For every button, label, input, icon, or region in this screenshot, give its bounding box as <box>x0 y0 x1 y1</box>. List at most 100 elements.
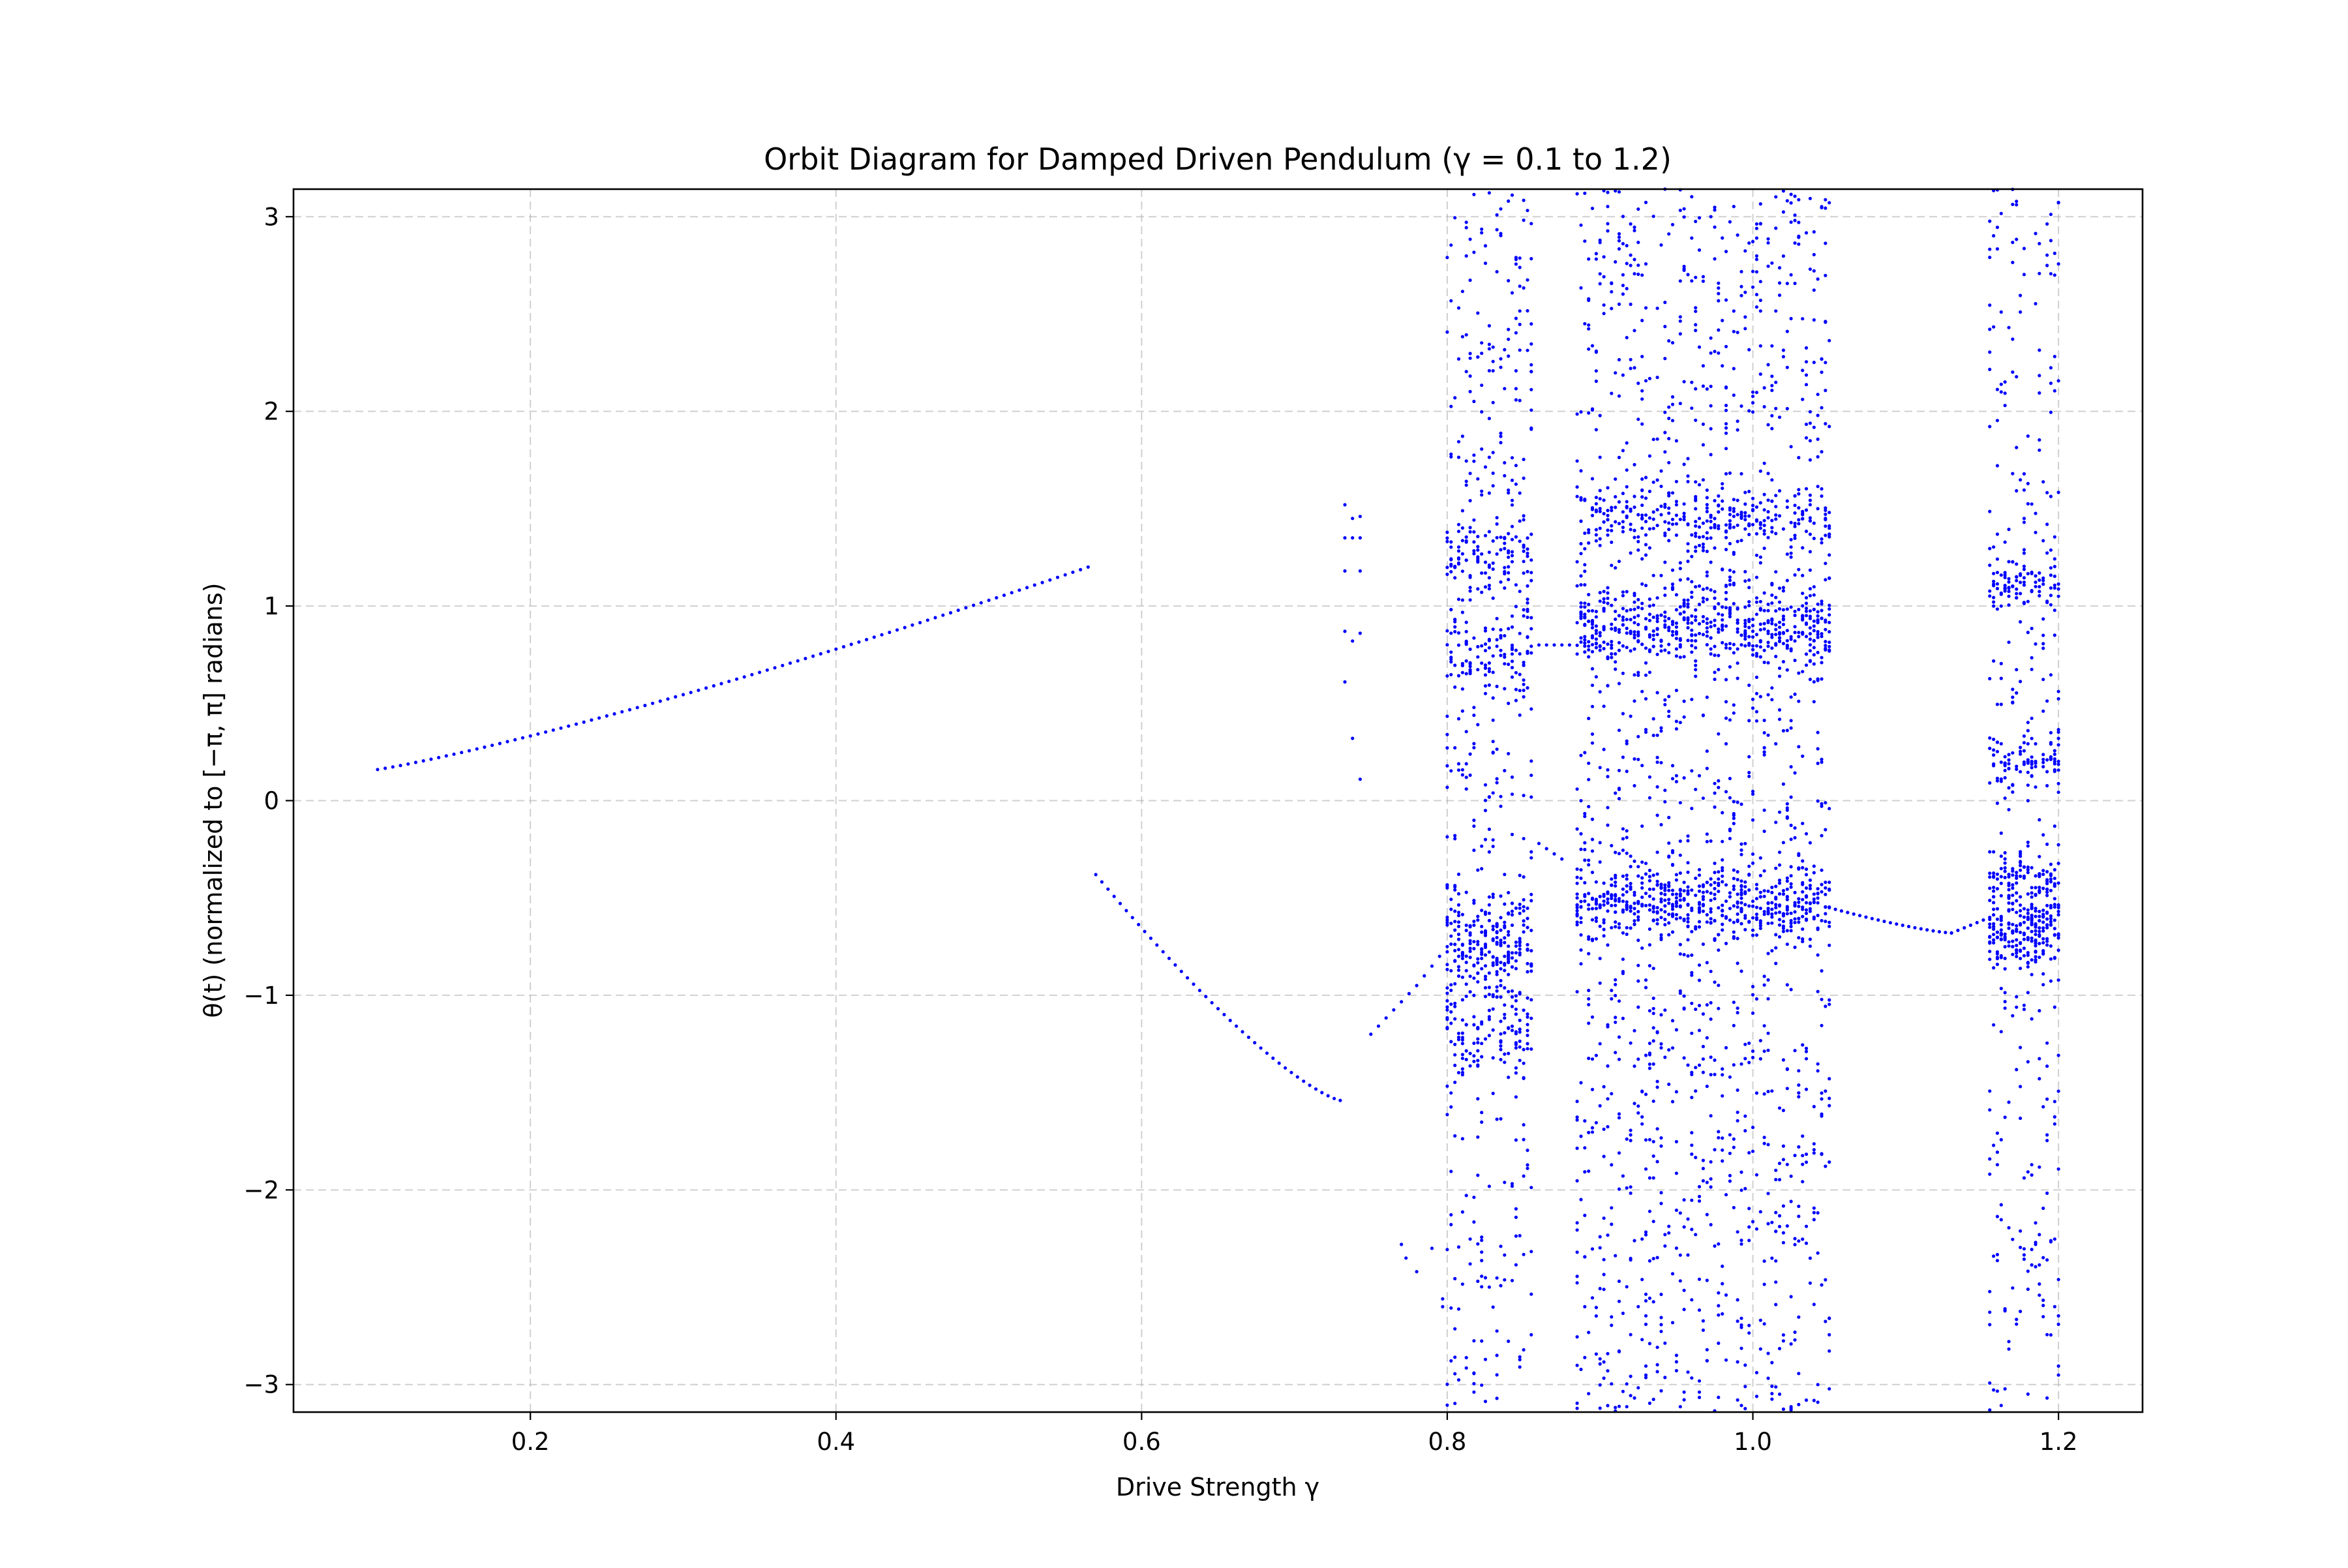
data-point <box>1812 629 1816 633</box>
y-tick-label: −1 <box>243 982 279 1010</box>
data-point <box>1739 922 1743 926</box>
data-point <box>513 738 517 742</box>
data-point <box>1770 921 1774 925</box>
data-point <box>1709 877 1713 881</box>
data-point <box>1777 294 1782 297</box>
data-point <box>826 650 830 654</box>
data-point <box>1736 1110 1739 1114</box>
data-point <box>1667 405 1671 409</box>
data-point <box>1701 713 1705 717</box>
data-point <box>1503 920 1507 924</box>
data-point <box>1674 1353 1678 1357</box>
data-point <box>2030 667 2034 671</box>
data-point <box>2041 582 2045 586</box>
data-point <box>1449 1169 1453 1173</box>
data-point <box>1797 1402 1801 1406</box>
data-point <box>1587 1003 1591 1006</box>
data-point <box>1460 1210 1464 1214</box>
data-point <box>1781 608 1785 612</box>
data-point <box>1453 1053 1457 1057</box>
data-point <box>1483 798 1488 802</box>
data-point <box>1732 887 1736 892</box>
data-point <box>1793 1243 1797 1246</box>
data-point <box>1739 1188 1743 1192</box>
data-point <box>1774 406 1778 410</box>
data-point <box>1460 954 1464 957</box>
data-point <box>1480 644 1484 648</box>
data-point <box>2049 382 2053 385</box>
data-point <box>2007 590 2011 594</box>
data-point <box>2019 592 2023 596</box>
data-point <box>1663 1233 1667 1237</box>
data-point <box>1736 800 1739 804</box>
data-point <box>2056 736 2060 740</box>
data-point <box>2011 869 2015 873</box>
data-point <box>1801 939 1805 944</box>
data-point <box>1751 1011 1755 1015</box>
data-point <box>1777 600 1782 604</box>
data-point <box>2038 1009 2041 1013</box>
data-point <box>2022 907 2026 911</box>
data-point <box>2015 764 2019 768</box>
data-point <box>1579 286 1583 290</box>
data-point <box>2038 1165 2041 1169</box>
data-point <box>1614 881 1618 884</box>
data-point <box>1583 899 1587 903</box>
data-point <box>1777 717 1782 721</box>
data-point <box>1793 945 1797 949</box>
data-point <box>1751 410 1755 414</box>
data-point <box>1480 1235 1484 1239</box>
data-point <box>1640 1237 1644 1241</box>
data-point <box>1770 1384 1774 1388</box>
data-point <box>1785 646 1789 650</box>
data-point <box>2026 917 2030 922</box>
data-point <box>1598 631 1602 635</box>
data-point <box>1445 674 1449 678</box>
data-point <box>1690 639 1694 642</box>
data-point <box>1762 660 1766 665</box>
data-point <box>2003 404 2007 408</box>
data-point <box>1480 571 1484 575</box>
data-point <box>1793 917 1797 921</box>
data-point <box>1453 837 1457 841</box>
data-point <box>1754 691 1758 695</box>
data-point <box>1697 1199 1702 1203</box>
data-point <box>1625 514 1629 518</box>
data-point <box>1655 761 1659 764</box>
data-point <box>1480 909 1484 912</box>
data-point <box>1670 903 1675 907</box>
data-point <box>1724 883 1728 887</box>
data-point <box>1610 540 1614 545</box>
data-point <box>2011 931 2015 935</box>
data-point <box>1659 1136 1663 1140</box>
data-point <box>1487 903 1491 907</box>
data-point <box>1617 682 1621 686</box>
data-point <box>811 654 815 658</box>
data-point <box>1789 1408 1793 1412</box>
data-point <box>1487 417 1491 421</box>
data-point <box>1606 528 1610 532</box>
data-point <box>1747 514 1751 518</box>
data-point <box>1610 997 1614 1001</box>
data-point <box>1697 1194 1702 1199</box>
data-point <box>1797 916 1801 920</box>
data-point <box>1614 894 1618 898</box>
data-point <box>1526 1163 1529 1167</box>
data-point <box>1739 1170 1743 1174</box>
data-point <box>475 747 479 751</box>
data-point <box>1758 640 1762 644</box>
data-point <box>1721 928 1724 932</box>
data-point <box>2019 860 2023 865</box>
data-point <box>1717 984 1721 988</box>
data-point <box>1507 944 1511 948</box>
data-point <box>2026 953 2030 957</box>
data-point <box>2026 742 2030 746</box>
data-point <box>1824 640 1828 644</box>
data-point <box>1785 579 1789 582</box>
data-point <box>2011 1237 2015 1241</box>
data-point <box>2049 957 2053 961</box>
data-point <box>1789 719 1793 723</box>
data-point <box>1594 1053 1598 1057</box>
data-point <box>1514 1215 1518 1219</box>
data-point <box>1777 1392 1782 1396</box>
